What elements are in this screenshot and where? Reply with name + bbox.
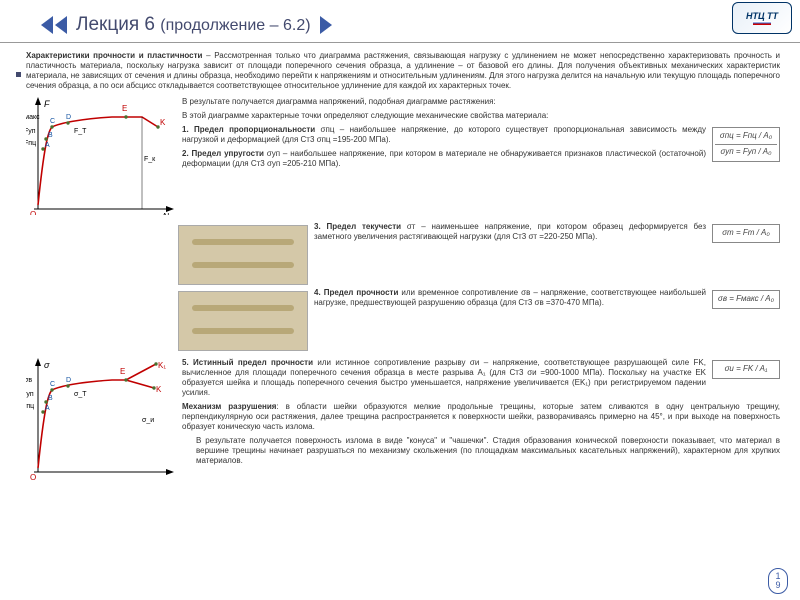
svg-text:σ_T: σ_T [74, 391, 87, 398]
chart-force-elongation: F Δl Fмакс Fуп Fпц O A B C D E K F_T F_к [26, 97, 174, 218]
svg-text:K: K [160, 118, 166, 127]
formula-box-2: σт = Fт / A₀ [712, 224, 780, 243]
logo-text: НТЦ ТТ [746, 11, 778, 21]
svg-text:A: A [45, 405, 50, 412]
svg-text:F_T: F_T [74, 128, 87, 135]
svg-text:F: F [44, 99, 50, 109]
formula-box-3: σв = Fмакс / A₀ [712, 290, 780, 309]
intro-paragraph: Характеристики прочности и пластичности … [26, 51, 780, 91]
svg-text:O: O [30, 473, 36, 480]
svg-text:σ_и: σ_и [142, 417, 154, 424]
slide-header: Лекция 6 (продолжение – 6.2) [0, 0, 800, 43]
p9: В результате получается поверхность изло… [182, 436, 780, 466]
p1: В результате получается диаграмма напряж… [182, 97, 780, 107]
title-sub: (продолжение – 6.2) [160, 17, 310, 34]
p7: 5. Истинный предел прочности или истинно… [182, 358, 780, 398]
col-text-1: В результате получается диаграмма напряж… [182, 97, 780, 218]
p8: Механизм разрушения: в области шейки обр… [182, 402, 780, 432]
svg-text:A: A [45, 142, 50, 149]
svg-text:C: C [50, 381, 55, 388]
logo-flag [753, 21, 771, 25]
svg-text:σв: σв [26, 377, 32, 384]
row-3: σ σв σуп σпц O A B C D E K K₁ σ_T σ_и σи… [26, 358, 780, 483]
bullet-icon [16, 72, 21, 77]
chart-stress-strain: σ σв σуп σпц O A B C D E K K₁ σ_T σ_и [26, 358, 174, 483]
formula-box-1: σпц = Fпц / A₀ σуп = Fуп / A₀ [712, 127, 780, 162]
content: Характеристики прочности и пластичности … [0, 43, 800, 483]
col-text-2: σи = FK / A₁ 5. Истинный предел прочност… [182, 358, 780, 483]
svg-text:C: C [50, 118, 55, 125]
svg-text:σуп: σуп [26, 391, 34, 398]
svg-text:B: B [48, 395, 53, 402]
svg-text:O: O [30, 210, 36, 215]
svg-text:F_к: F_к [144, 156, 156, 163]
specimen-image-2 [178, 291, 308, 351]
svg-text:σ: σ [44, 360, 50, 370]
svg-text:D: D [66, 377, 71, 384]
row-1: F Δl Fмакс Fуп Fпц O A B C D E K F_T F_к… [26, 97, 780, 218]
svg-text:K₁: K₁ [158, 361, 166, 370]
page-number: 1 9 [768, 568, 788, 594]
svg-text:E: E [120, 367, 125, 376]
svg-text:Fпц: Fпц [26, 140, 36, 147]
svg-text:Fуп: Fуп [26, 128, 36, 135]
logo: НТЦ ТТ [732, 2, 792, 34]
row-2: σт = Fт / A₀ 3. Предел текучести σт – на… [178, 222, 780, 354]
svg-text:E: E [122, 104, 127, 113]
intro-bold: Характеристики прочности и пластичности [26, 51, 202, 60]
p4: 2. Предел упругости σуп – наибольшее нап… [182, 149, 780, 169]
p3: 1. Предел пропорциональности σпц – наибо… [182, 125, 780, 145]
svg-text:D: D [66, 114, 71, 121]
formula-box-4: σи = FK / A₁ [712, 360, 780, 379]
nav-next-icon[interactable] [320, 16, 332, 34]
nav-prev-icon-2[interactable] [55, 16, 67, 34]
svg-text:K: K [156, 385, 162, 394]
svg-text:B: B [48, 132, 53, 139]
specimen-image-1 [178, 225, 308, 285]
nav-prev-icon[interactable] [41, 16, 53, 34]
page-title: Лекция 6 (продолжение – 6.2) [76, 14, 311, 36]
svg-text:σпц: σпц [26, 403, 34, 410]
svg-text:Δl: Δl [162, 212, 169, 215]
title-main: Лекция 6 [76, 14, 160, 35]
svg-text:Fмакс: Fмакс [26, 114, 40, 121]
p2: В этой диаграмме характерные точки опред… [182, 111, 780, 121]
